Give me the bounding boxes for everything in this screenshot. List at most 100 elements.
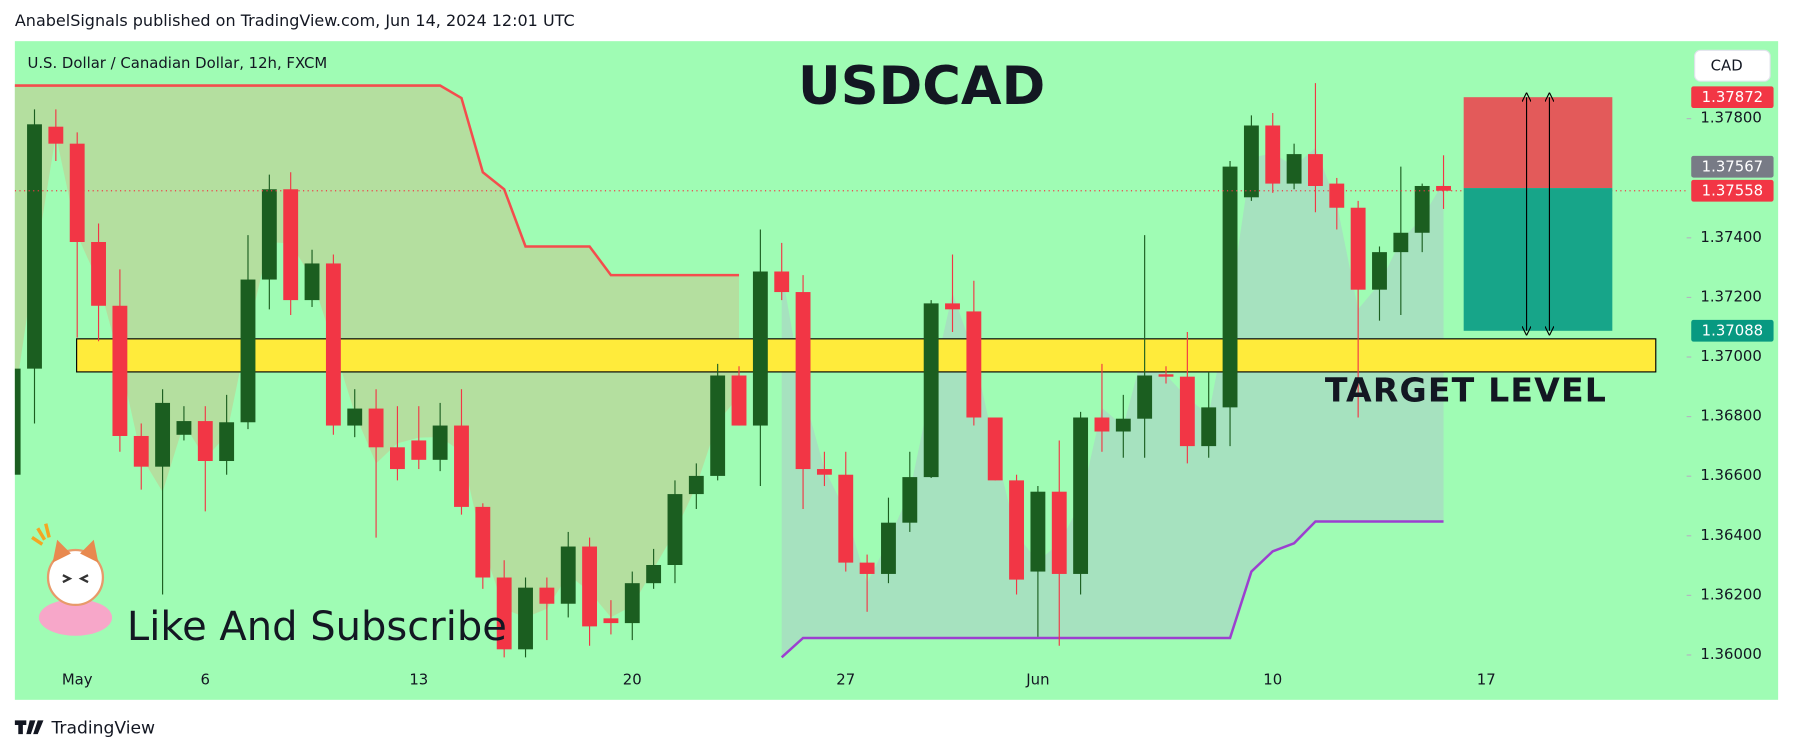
candle-body [1436, 185, 1451, 191]
candle-body [496, 577, 512, 650]
target-box [1463, 188, 1613, 331]
trend-line [780, 520, 1444, 659]
candle-body [518, 587, 533, 650]
footer-brand: TradingView [50, 718, 155, 738]
candle-body [1137, 375, 1153, 419]
currency-label[interactable]: CAD [1711, 56, 1743, 74]
candle-body [155, 402, 171, 467]
zone-label: TARGET LEVEL [1325, 371, 1607, 410]
candle-body [133, 435, 149, 467]
plot-area [14, 83, 1687, 659]
price-label: 1.37567 [1702, 157, 1763, 175]
x-tick-label: 17 [1477, 670, 1496, 688]
x-tick-label: May [62, 670, 93, 688]
symbol-description: U.S. Dollar / Canadian Dollar, 12h, FXCM [27, 54, 327, 72]
chart-title: USDCAD [798, 56, 1045, 117]
candle-body [176, 421, 192, 435]
candle-body [881, 522, 896, 574]
candle-body [966, 311, 982, 418]
x-tick-label: 6 [201, 670, 210, 688]
y-tick-label: 1.37800 [1700, 109, 1761, 127]
price-label-box [1691, 86, 1774, 109]
candle-body [325, 263, 341, 426]
price-label-box [1691, 319, 1774, 342]
candle-body [283, 189, 299, 301]
price-label-box [1691, 155, 1774, 178]
candle-body [1179, 376, 1195, 447]
candle-body [454, 425, 469, 507]
candle-body [390, 447, 405, 470]
candle-body [1243, 125, 1259, 198]
candle-body [1329, 183, 1345, 208]
candle-body [1094, 417, 1110, 432]
candle-body [197, 421, 213, 462]
candle-body [1372, 252, 1387, 290]
candle-body [1265, 125, 1281, 184]
mascot-eyes [62, 574, 89, 584]
candle-body [69, 143, 85, 243]
candle-body [1158, 374, 1174, 377]
candle-body [838, 474, 854, 563]
candle-body [987, 417, 1003, 481]
candle-body [774, 271, 790, 293]
x-tick-label: 20 [623, 670, 642, 688]
candle-body [27, 124, 42, 369]
candle-body [1073, 417, 1089, 574]
candle-body [219, 422, 235, 462]
x-tick-label: Jun [1025, 670, 1049, 688]
x-tick-label: 13 [409, 670, 428, 688]
candle-body [304, 263, 320, 301]
logo-mark [14, 720, 44, 735]
price-label: 1.37088 [1702, 321, 1763, 339]
candle-body [14, 368, 21, 475]
stop-zone [1463, 97, 1613, 189]
candle-body [816, 469, 832, 475]
candle-body [539, 587, 555, 604]
candle-body [688, 475, 704, 495]
y-tick-label: 1.37400 [1700, 228, 1761, 246]
candle-body [795, 292, 811, 470]
candle-body [923, 303, 939, 478]
candle-body [1350, 207, 1366, 290]
candle-body [1308, 154, 1323, 186]
candle-body [1115, 418, 1131, 432]
trend-fill [781, 147, 1444, 658]
price-label: 1.37872 [1702, 88, 1763, 106]
tradingview-logo: TradingView [14, 718, 155, 738]
candle-body [902, 477, 918, 523]
mascot-head [46, 548, 105, 607]
candle-body [624, 583, 640, 624]
overlay-layer [1463, 97, 1613, 331]
candle-body [1286, 154, 1302, 184]
candle-body [1009, 480, 1024, 580]
candle-body [368, 408, 384, 448]
candle-body [945, 303, 960, 310]
candle-body [1201, 407, 1217, 447]
y-tick-label: 1.37200 [1700, 287, 1761, 305]
mascot-body [38, 599, 113, 636]
y-tick-label: 1.36600 [1700, 466, 1761, 484]
target-zone [76, 338, 1657, 373]
candle-body [1414, 185, 1430, 233]
candle-body [91, 242, 106, 306]
candle-body [582, 546, 598, 627]
y-tick-label: 1.36200 [1700, 585, 1761, 603]
y-tick-label: 1.37000 [1700, 347, 1761, 365]
candle-body [646, 564, 662, 584]
mascot-icon [31, 523, 113, 636]
y-tick-label: 1.36400 [1700, 526, 1761, 544]
candle-body [1030, 491, 1046, 572]
candle-body [710, 375, 726, 476]
candle-body [347, 408, 363, 426]
candle-body [261, 189, 277, 280]
currency-button[interactable] [1694, 49, 1771, 82]
candle-body [1222, 166, 1238, 408]
candle-body [475, 506, 491, 578]
candle-body [48, 126, 64, 144]
publish-header: AnabelSignals published on TradingView.c… [15, 11, 575, 30]
y-tick-label: 1.36800 [1700, 407, 1761, 425]
candle-body [560, 546, 576, 604]
